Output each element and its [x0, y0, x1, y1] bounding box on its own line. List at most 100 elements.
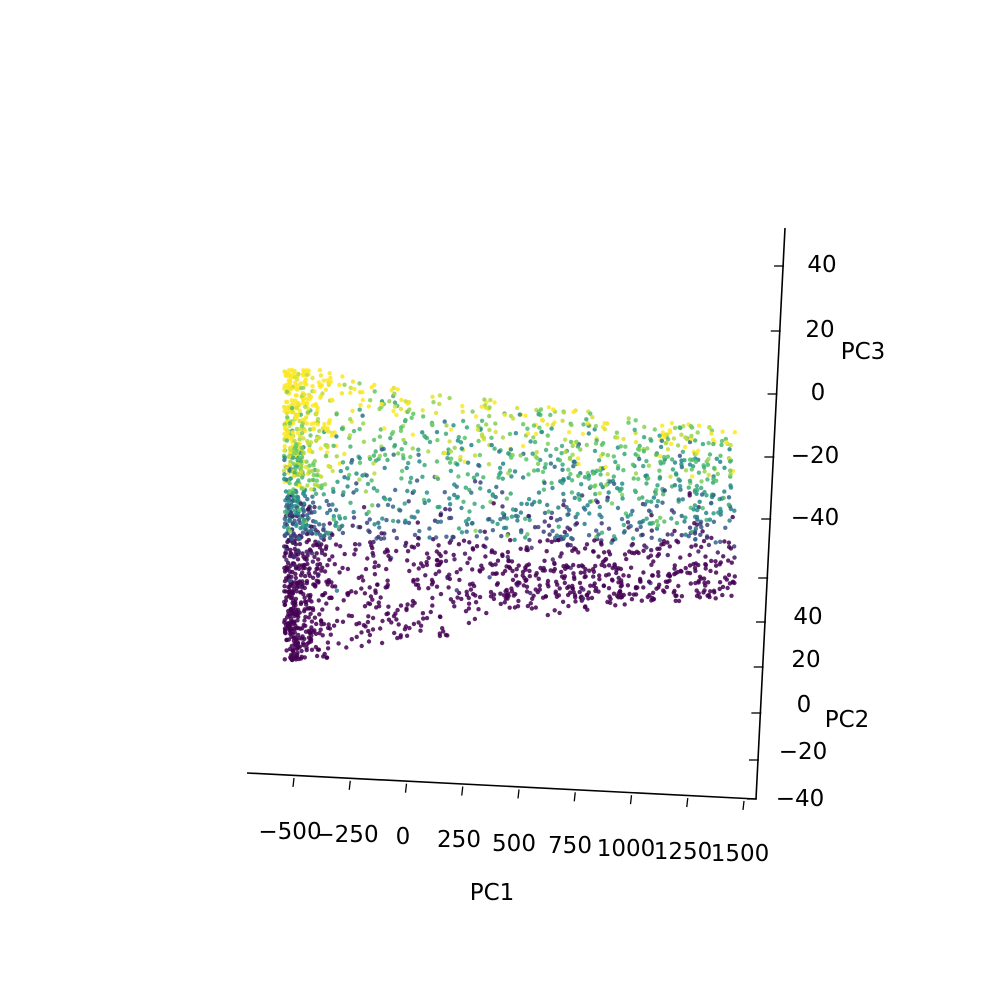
- data-point: [541, 565, 546, 571]
- data-point: [325, 444, 330, 450]
- data-point: [626, 416, 631, 421]
- data-point: [545, 502, 550, 508]
- data-point: [481, 435, 486, 440]
- data-point: [321, 378, 326, 383]
- data-point: [654, 487, 659, 492]
- data-point: [545, 422, 550, 427]
- data-point: [289, 536, 295, 542]
- data-point: [703, 562, 709, 568]
- data-point: [494, 571, 499, 576]
- data-point: [504, 564, 509, 569]
- data-point: [323, 453, 329, 459]
- data-point: [308, 528, 314, 533]
- data-point: [694, 483, 700, 489]
- data-point: [621, 436, 626, 442]
- data-point: [282, 524, 287, 529]
- data-point: [310, 559, 315, 564]
- data-point: [580, 431, 586, 437]
- data-point: [569, 422, 574, 428]
- data-point: [636, 476, 641, 482]
- data-point: [680, 497, 685, 502]
- data-point: [351, 428, 357, 434]
- data-point: [308, 611, 313, 616]
- data-point: [678, 555, 683, 560]
- data-point: [335, 606, 340, 611]
- data-point: [304, 647, 309, 653]
- data-point: [479, 404, 484, 409]
- data-point: [627, 549, 632, 554]
- x-tick-label: −250: [315, 822, 378, 848]
- data-point: [424, 551, 430, 556]
- data-point: [437, 393, 443, 398]
- data-point: [416, 566, 421, 571]
- data-point: [570, 443, 575, 449]
- data-point: [724, 440, 729, 445]
- data-point: [289, 386, 294, 392]
- data-point: [301, 436, 306, 441]
- data-point: [600, 451, 606, 457]
- data-point: [660, 430, 666, 435]
- data-point: [482, 529, 487, 534]
- data-point: [683, 444, 688, 450]
- data-point: [573, 547, 578, 552]
- data-point: [452, 482, 457, 487]
- data-point: [728, 472, 733, 477]
- data-point: [649, 513, 654, 518]
- data-point: [448, 427, 454, 432]
- data-point: [327, 371, 332, 376]
- data-point: [287, 481, 292, 486]
- data-point: [321, 522, 326, 528]
- data-point: [540, 469, 546, 475]
- data-point: [530, 596, 535, 601]
- data-point: [283, 489, 289, 494]
- data-point: [699, 544, 704, 550]
- data-point: [447, 576, 453, 582]
- data-point: [632, 488, 638, 493]
- data-point: [588, 484, 593, 489]
- data-point: [488, 589, 494, 595]
- data-point: [418, 628, 423, 633]
- data-point: [582, 521, 587, 527]
- data-point: [510, 577, 516, 583]
- data-point: [434, 584, 440, 589]
- data-point: [486, 462, 492, 467]
- data-point: [548, 461, 554, 466]
- data-point: [370, 627, 376, 632]
- data-point: [417, 528, 422, 534]
- data-point: [315, 405, 320, 411]
- data-point: [660, 500, 665, 505]
- data-point: [519, 501, 524, 506]
- data-point: [571, 571, 576, 576]
- data-point: [619, 580, 624, 586]
- data-point: [405, 602, 410, 607]
- data-point: [642, 502, 648, 507]
- data-point: [487, 488, 492, 494]
- data-point: [300, 417, 305, 423]
- data-point: [292, 474, 297, 479]
- data-point: [591, 471, 596, 476]
- data-point: [334, 520, 339, 525]
- data-point: [676, 497, 681, 502]
- data-point: [529, 502, 535, 507]
- data-point: [493, 429, 498, 435]
- data-point: [301, 518, 307, 523]
- data-point: [317, 435, 322, 440]
- data-point: [706, 472, 711, 478]
- data-point: [305, 483, 310, 488]
- data-point: [294, 426, 300, 432]
- data-point: [352, 542, 358, 547]
- data-point: [692, 521, 697, 526]
- data-point: [314, 621, 319, 627]
- data-point: [570, 548, 575, 553]
- data-point: [580, 564, 586, 569]
- data-point: [323, 387, 329, 392]
- data-point: [327, 521, 332, 526]
- data-point: [294, 646, 300, 652]
- data-point: [314, 478, 320, 483]
- data-point: [447, 496, 452, 501]
- data-point: [378, 427, 383, 432]
- data-point: [412, 600, 417, 606]
- data-point: [669, 508, 675, 513]
- data-point: [537, 539, 543, 544]
- data-point: [317, 545, 323, 550]
